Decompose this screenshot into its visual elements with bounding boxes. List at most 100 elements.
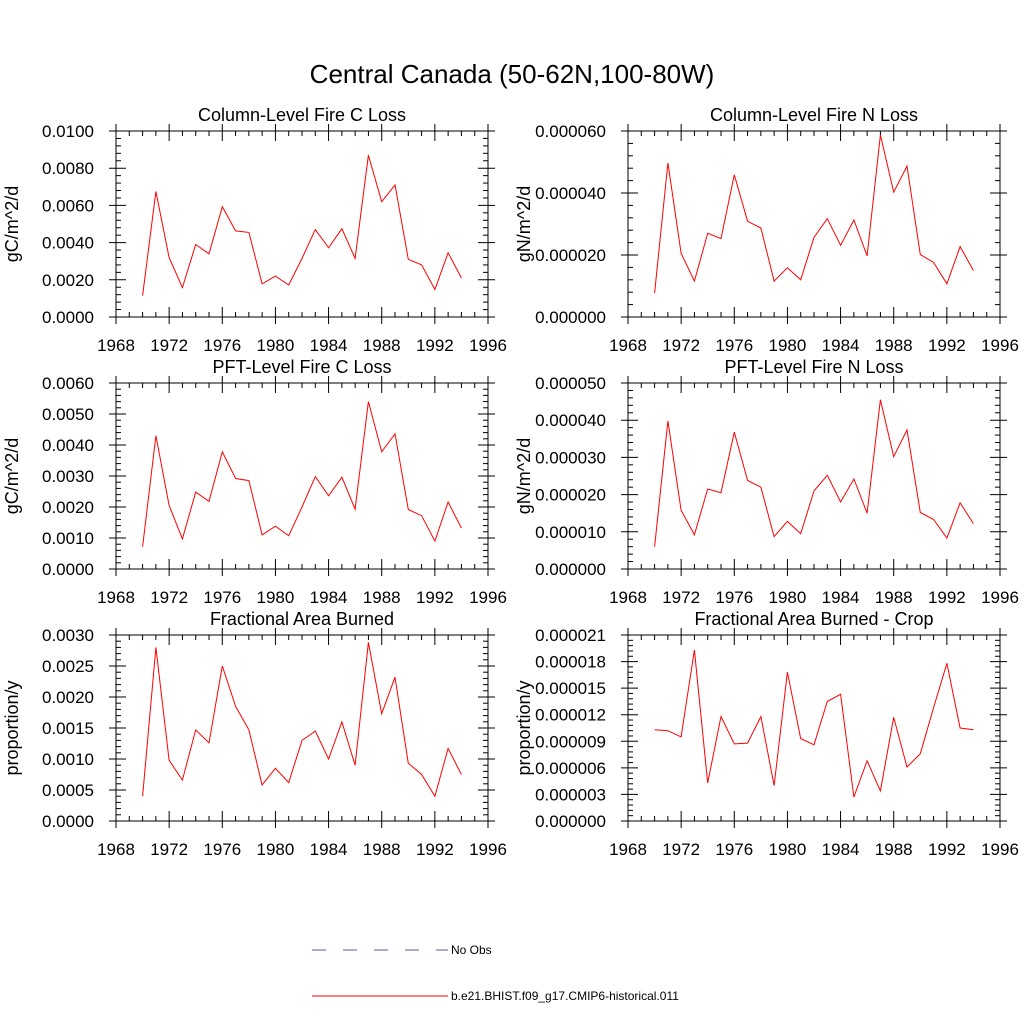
y-tick-label: 0.0080 (42, 159, 94, 178)
y-tick-label: 0.000009 (535, 732, 606, 751)
x-tick-label: 1992 (928, 840, 966, 859)
x-tick-label: 1988 (875, 336, 913, 355)
y-tick-label: 0.0100 (42, 122, 94, 141)
x-tick-label: 1984 (310, 336, 348, 355)
series-line (654, 134, 974, 294)
chart-panel-4: PFT-Level Fire N Loss gN/m^2/d 1968 1972 197… (514, 357, 1019, 607)
x-tick-label: 1980 (769, 588, 807, 607)
y-tick-label: 0.000030 (535, 448, 606, 467)
x-tick-label: 1984 (822, 840, 860, 859)
x-tick-label: 1968 (97, 336, 135, 355)
x-tick-label: 1992 (928, 336, 966, 355)
legend-label-model: b.e21.BHIST.f09_g17.CMIP6-historical.011 (451, 989, 679, 1003)
y-tick-label: 0.000000 (535, 308, 606, 327)
x-tick-label: 1980 (257, 336, 295, 355)
panel-title: PFT-Level Fire C Loss (212, 357, 391, 377)
chart-panel-3: PFT-Level Fire C Loss gC/m^2/d 1968 1972 197… (2, 357, 507, 607)
y-tick-label: 0.000015 (535, 679, 606, 698)
x-tick-label: 1972 (150, 588, 188, 607)
legend: No Obs b.e21.BHIST.f09_g17.CMIP6-histori… (312, 943, 679, 1003)
y-tick-label: 0.000060 (535, 122, 606, 141)
chart-panels: Column-Level Fire C Loss gC/m^2/d 1968 1972… (2, 105, 1019, 859)
x-tick-label: 1976 (203, 336, 241, 355)
x-tick-label: 1996 (469, 840, 507, 859)
y-tick-label: 0.0015 (42, 719, 94, 738)
x-tick-label: 1996 (981, 336, 1019, 355)
legend-label-no-obs: No Obs (451, 943, 492, 957)
y-tick-label: 0.000012 (535, 706, 606, 725)
y-axis-label: gC/m^2/d (2, 186, 22, 262)
y-tick-label: 0.0060 (42, 374, 94, 393)
panel-title: Fractional Area Burned - Crop (694, 609, 933, 629)
x-tick-label: 1988 (363, 588, 401, 607)
x-tick-label: 1972 (150, 336, 188, 355)
x-tick-label: 1984 (822, 588, 860, 607)
x-tick-label: 1976 (715, 336, 753, 355)
y-tick-label: 0.0000 (42, 560, 94, 579)
y-tick-label: 0.000040 (535, 184, 606, 203)
x-tick-label: 1972 (662, 840, 700, 859)
y-tick-label: 0.000010 (535, 523, 606, 542)
x-tick-label: 1968 (97, 840, 135, 859)
chart-panel-2: Column-Level Fire N Loss gN/m^2/d 1968 1972… (514, 105, 1019, 355)
x-tick-label: 1992 (416, 336, 454, 355)
legend-entry-no-obs: No Obs (312, 943, 492, 957)
y-tick-label: 0.0020 (42, 498, 94, 517)
x-tick-label: 1996 (469, 336, 507, 355)
y-tick-label: 0.0025 (42, 657, 94, 676)
x-tick-label: 1988 (363, 336, 401, 355)
series-line (654, 399, 974, 547)
y-tick-label: 0.0040 (42, 436, 94, 455)
y-axis-label: proportion/y (2, 680, 22, 775)
y-tick-label: 0.0050 (42, 405, 94, 424)
y-tick-label: 0.000000 (535, 560, 606, 579)
x-tick-label: 1972 (662, 588, 700, 607)
x-tick-label: 1996 (469, 588, 507, 607)
y-tick-label: 0.0030 (42, 467, 94, 486)
y-tick-label: 0.0010 (42, 750, 94, 769)
x-tick-label: 1984 (310, 840, 348, 859)
y-tick-label: 0.0060 (42, 196, 94, 215)
y-tick-label: 0.0000 (42, 812, 94, 831)
y-tick-label: 0.000020 (535, 246, 606, 265)
x-tick-label: 1988 (875, 840, 913, 859)
x-tick-label: 1968 (609, 840, 647, 859)
x-tick-label: 1992 (928, 588, 966, 607)
x-tick-label: 1968 (97, 588, 135, 607)
y-tick-label: 0.0030 (42, 626, 94, 645)
y-tick-label: 0.0040 (42, 234, 94, 253)
x-tick-label: 1992 (416, 588, 454, 607)
x-tick-label: 1980 (769, 336, 807, 355)
x-tick-label: 1988 (875, 588, 913, 607)
x-tick-label: 1976 (203, 840, 241, 859)
x-tick-label: 1972 (662, 336, 700, 355)
series-line (142, 642, 462, 798)
panel-title: PFT-Level Fire N Loss (724, 357, 903, 377)
x-tick-label: 1976 (715, 840, 753, 859)
chart-panel-5: Fractional Area Burned proportion/y 1968 19… (2, 609, 507, 859)
y-axis-label: gN/m^2/d (514, 438, 534, 514)
x-tick-label: 1996 (981, 840, 1019, 859)
x-tick-label: 1988 (363, 840, 401, 859)
chart-panel-6: Fractional Area Burned - Crop proportion/… (514, 609, 1019, 859)
x-tick-label: 1968 (609, 588, 647, 607)
y-axis-label: gC/m^2/d (2, 438, 22, 514)
y-tick-label: 0.000018 (535, 653, 606, 672)
y-axis-label: gN/m^2/d (514, 186, 534, 262)
legend-entry-model: b.e21.BHIST.f09_g17.CMIP6-historical.011 (312, 989, 679, 1003)
x-tick-label: 1984 (310, 588, 348, 607)
x-tick-label: 1980 (769, 840, 807, 859)
y-tick-label: 0.0000 (42, 308, 94, 327)
panel-title: Column-Level Fire C Loss (198, 105, 406, 125)
y-tick-label: 0.0010 (42, 529, 94, 548)
y-tick-label: 0.0020 (42, 688, 94, 707)
y-tick-label: 0.000003 (535, 785, 606, 804)
x-tick-label: 1980 (257, 840, 295, 859)
y-axis-label: proportion/y (514, 680, 534, 775)
x-tick-label: 1968 (609, 336, 647, 355)
y-tick-label: 0.000020 (535, 486, 606, 505)
y-tick-label: 0.0020 (42, 271, 94, 290)
x-tick-label: 1980 (257, 588, 295, 607)
